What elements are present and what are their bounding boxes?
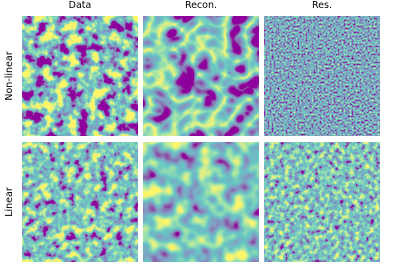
row-label: Non-linear	[4, 51, 15, 100]
row-label: Linear	[4, 187, 15, 217]
image-panel	[264, 16, 380, 136]
image-panel	[143, 142, 259, 262]
image-panel	[264, 142, 380, 262]
column-title: Res.	[312, 0, 332, 11]
image-panel	[22, 16, 138, 136]
image-panel	[22, 142, 138, 262]
column-title: Data	[69, 0, 92, 11]
column-title: Recon.	[185, 0, 217, 11]
image-panel	[143, 16, 259, 136]
